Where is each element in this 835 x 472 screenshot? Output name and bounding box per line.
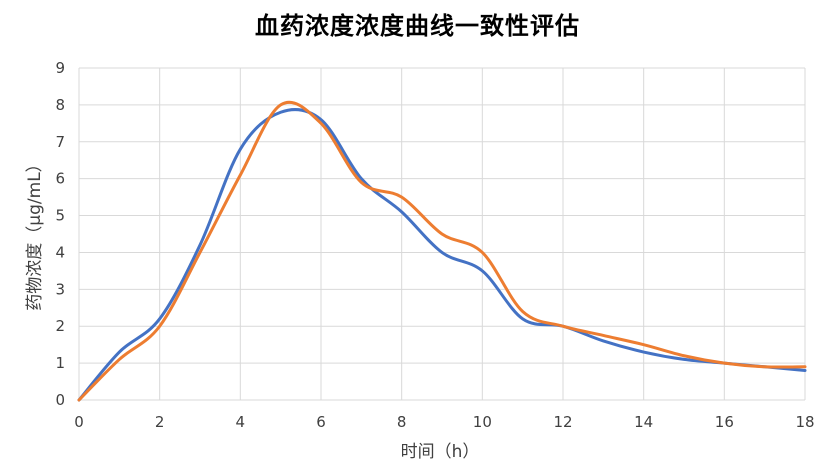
chart-title: 血药浓度浓度曲线一致性评估 [255,12,580,40]
x-tick-label: 0 [74,413,84,431]
y-tick-label: 8 [55,96,65,114]
series-line-2 [77,100,807,402]
y-tick-label: 3 [55,280,65,298]
y-tick-label: 6 [55,170,65,188]
x-axis-title: 时间（h） [401,442,480,462]
x-tick-label: 16 [715,413,734,431]
x-tick-label: 14 [634,413,653,431]
y-tick-label: 9 [55,59,65,77]
x-tick-label: 4 [236,413,246,431]
x-tick-label: 10 [473,413,492,431]
y-tick-label: 7 [55,133,65,151]
grid-layer [78,67,806,401]
x-tick-label: 18 [795,413,814,431]
series-layer [77,100,807,402]
y-tick-label: 2 [55,317,65,335]
y-tick-label: 5 [55,207,65,225]
y-tick-label: 4 [55,243,65,261]
x-tick-label: 12 [553,413,572,431]
x-tick-label: 6 [316,413,326,431]
y-tick-label: 0 [55,391,65,409]
x-tick-label: 2 [155,413,165,431]
series-line-1 [77,108,807,402]
y-tick-label: 1 [55,354,65,372]
x-tick-label: 8 [397,413,407,431]
y-axis-title: 药物浓度（μg/mL） [25,155,45,310]
